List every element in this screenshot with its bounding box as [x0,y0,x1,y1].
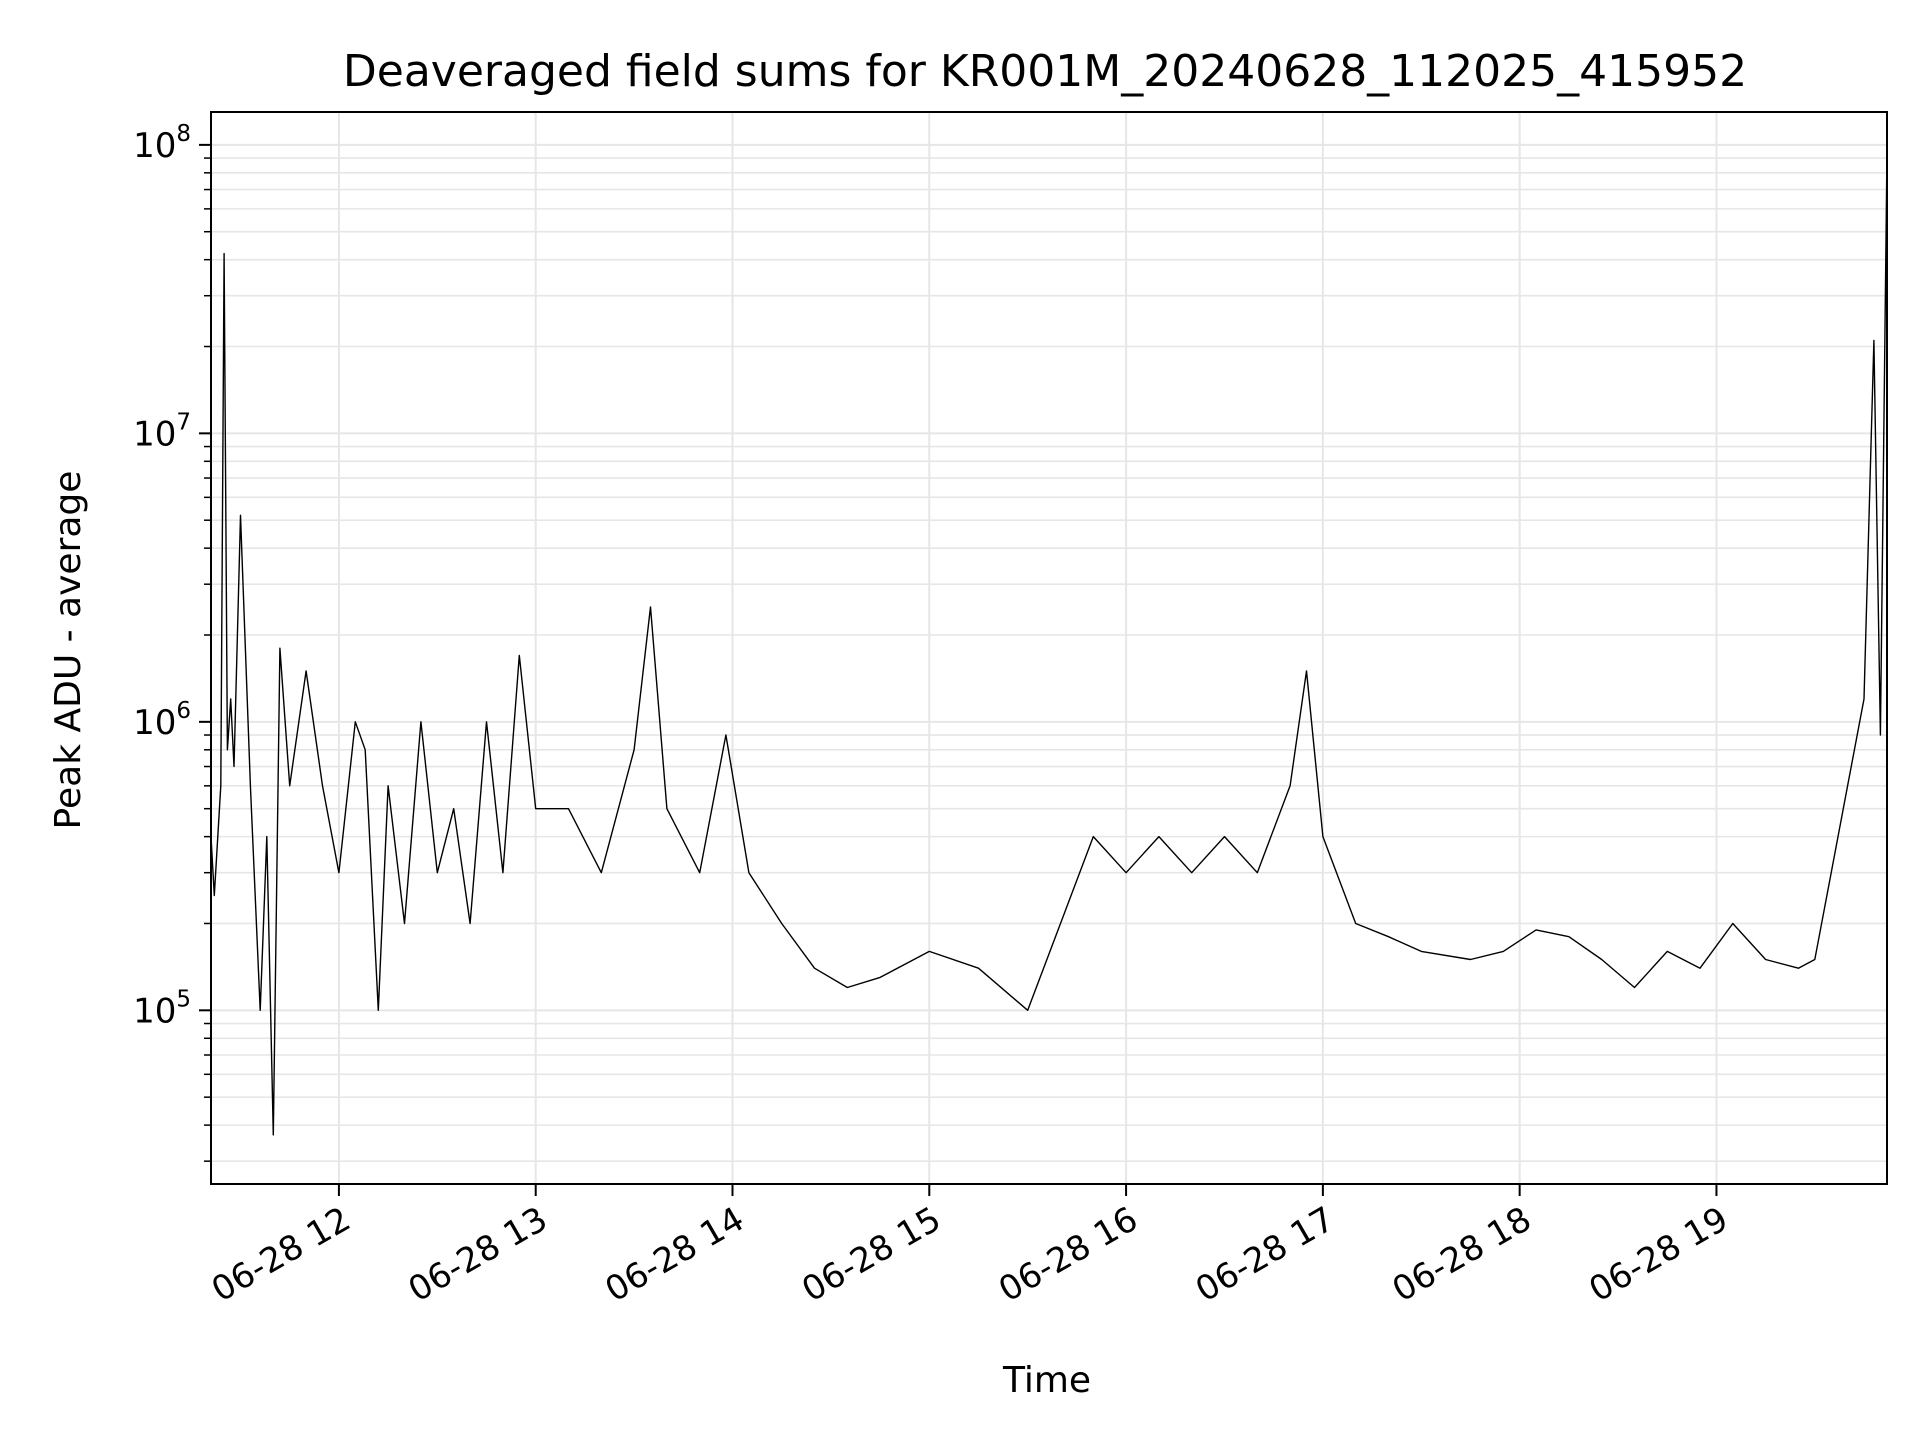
x-tick-label: 06-28 15 [795,1199,947,1310]
plot-frame [210,111,1888,1185]
y-axis-label: Peak ADU - average [48,471,89,830]
x-tick-label: 06-28 18 [1386,1199,1538,1310]
x-tick-label: 06-28 14 [599,1199,751,1310]
y-tick-label: 107 [133,409,191,454]
x-tick-label: 06-28 12 [205,1199,357,1310]
series-line [210,151,1888,1136]
chart-title: Deaveraged field sums for KR001M_2024062… [343,46,1747,97]
series-layer [210,151,1888,1136]
x-tick-label: 06-28 19 [1583,1199,1735,1310]
x-axis-label: Time [1002,1360,1091,1401]
grid-lines [211,112,1887,1184]
x-tick-label: 06-28 17 [1189,1199,1341,1310]
x-tick-label: 06-28 13 [402,1199,554,1310]
y-axis: 105 106 107 108 [133,121,211,1162]
x-axis: 06-28 12 06-28 13 06-28 14 06-28 15 06-28 16… [205,1184,1735,1310]
y-tick-label: 105 [133,986,191,1031]
y-tick-label: 108 [133,121,191,166]
x-tick-label: 06-28 16 [992,1199,1144,1310]
y-tick-label: 106 [133,698,191,743]
